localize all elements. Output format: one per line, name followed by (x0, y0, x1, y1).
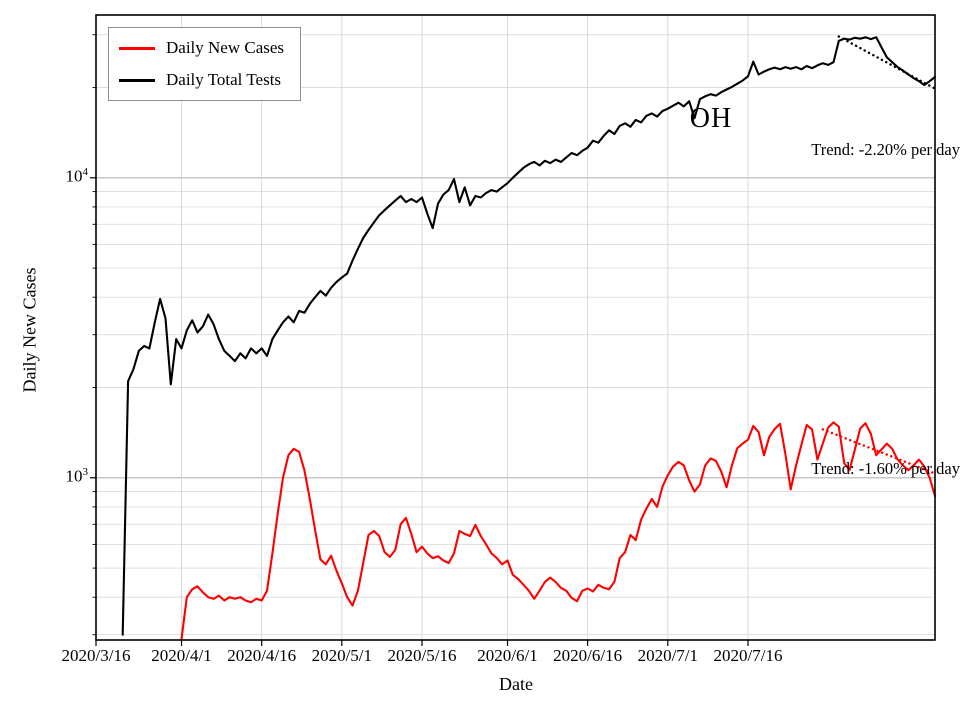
x-tick-label: 2020/7/1 (637, 646, 699, 665)
legend-line-sample-red (119, 46, 155, 50)
x-axis-label: Date (499, 674, 533, 694)
legend: Daily New Cases Daily Total Tests (108, 27, 302, 101)
trend-line-cases (821, 428, 937, 475)
legend-entry-daily-total-tests: Daily Total Tests (119, 70, 284, 90)
x-tick-label: 2020/7/16 (713, 646, 783, 665)
x-tick-label: 2020/5/1 (311, 646, 373, 665)
legend-label-daily-new-cases: Daily New Cases (166, 38, 285, 57)
legend-label-daily-total-tests: Daily Total Tests (166, 70, 282, 89)
series-line-daily-total-tests (121, 36, 937, 636)
trend-annotation-cases: Trend: -1.60% per day (811, 459, 960, 478)
x-tick-label: 2020/6/1 (477, 646, 538, 665)
y-tick-label: 104 (65, 165, 89, 186)
y-axis-label: Daily New Cases (19, 267, 40, 393)
y-tick-label: 103 (65, 465, 89, 486)
x-tick-label: 2020/4/16 (227, 646, 297, 665)
x-tick-label: 2020/3/16 (61, 646, 131, 665)
legend-entry-daily-new-cases: Daily New Cases (119, 38, 284, 58)
state-annotation: OH (689, 103, 733, 134)
trend-annotation-tests: Trend: -2.20% per day (811, 140, 960, 159)
legend-line-sample-black (119, 78, 155, 82)
x-tick-label: 2020/6/16 (553, 646, 623, 665)
axes-frame (95, 14, 936, 641)
series-line-daily-new-cases (180, 421, 937, 641)
x-tick-label: 2020/4/1 (151, 646, 212, 665)
trend-line-tests (837, 35, 937, 90)
x-tick-label: 2020/5/16 (387, 646, 457, 665)
